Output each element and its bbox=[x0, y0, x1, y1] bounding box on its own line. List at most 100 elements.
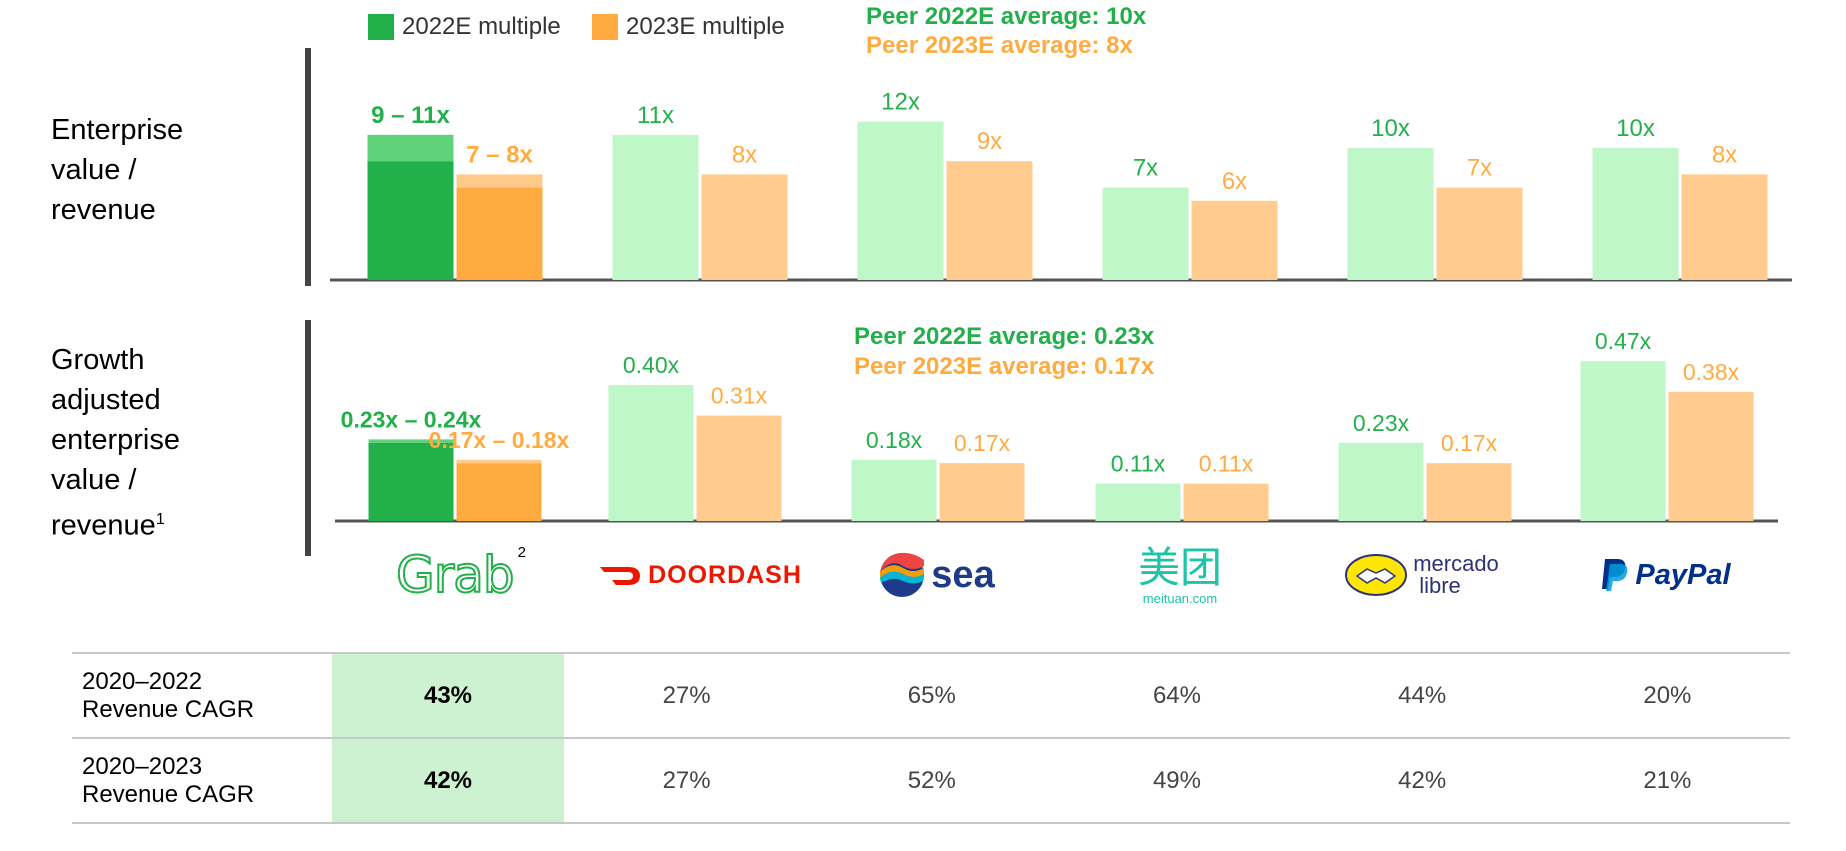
mercadolibre-text-2: libre bbox=[1419, 573, 1461, 598]
ga-bar-doordash-2022 bbox=[608, 385, 694, 521]
ga-bar-meituan-2022-label: 0.11x bbox=[1111, 451, 1166, 477]
ev-peer-avg-2022: Peer 2022E average: 10x bbox=[866, 3, 1147, 30]
sea-logo-text: sea bbox=[931, 553, 995, 596]
ev-bar-meituan-2023 bbox=[1191, 200, 1278, 280]
ga-bar-doordash-2023 bbox=[696, 415, 782, 521]
mercadolibre-logo: mercado libre bbox=[1332, 540, 1512, 610]
table-cell-meituan: 64% bbox=[1054, 652, 1300, 738]
ev-bar-sea-2023-label: 9x bbox=[977, 128, 1002, 155]
ev-bar-meituan-2023-label: 6x bbox=[1222, 168, 1247, 195]
ga-bar-grab-2022-label: 0.23x – 0.24x bbox=[341, 406, 482, 432]
table-cell-sea: 52% bbox=[809, 737, 1055, 824]
table-cell-sea: 65% bbox=[809, 652, 1055, 738]
ev-peer-avg-2023: Peer 2023E average: 8x bbox=[866, 32, 1133, 59]
ev-bar-grab-2022-range bbox=[367, 134, 454, 162]
ga-label-text: revenue bbox=[51, 509, 156, 542]
table-row: 2020–2022 Revenue CAGR 43% 27% 65% 64% 44… bbox=[72, 652, 1790, 738]
ga-label-line: value / bbox=[51, 464, 137, 496]
sea-logo: sea bbox=[872, 540, 1002, 610]
paypal-logo-text: PayPal bbox=[1635, 558, 1731, 591]
ev-bar-mercado-libre-2022 bbox=[1347, 148, 1434, 280]
ev-bar-doordash-2023 bbox=[701, 174, 788, 280]
mercadolibre-text-1: mercado bbox=[1413, 551, 1499, 576]
doordash-logo-text: DOORDASH bbox=[648, 560, 802, 589]
meituan-logo: 美团 meituan.com bbox=[1120, 540, 1240, 610]
ev-bar-paypal-2022-label: 10x bbox=[1616, 115, 1655, 142]
ga-bar-meituan-2022 bbox=[1095, 483, 1181, 521]
legend-swatch-2023 bbox=[592, 14, 618, 40]
table-cell-paypal: 20% bbox=[1544, 652, 1790, 738]
ev-bars: 9 – 11x 7 – 8x 11x 8x 12x 9x 7x 6x 10x 7x 10x 8x bbox=[367, 89, 1768, 280]
ev-bar-paypal-2023-label: 8x bbox=[1712, 141, 1737, 168]
ga-bar-sea-2023-label: 0.17x bbox=[954, 430, 1011, 456]
ga-label-line: adjusted bbox=[51, 384, 161, 416]
grab-logo: Grab 2 bbox=[376, 540, 546, 610]
footnote-marker: 1 bbox=[155, 511, 165, 528]
doordash-icon bbox=[600, 567, 641, 585]
grab-logo-text: Grab bbox=[395, 545, 516, 605]
ga-bar-sea-2022-label: 0.18x bbox=[866, 427, 923, 453]
ga-bar-grab-2022-range bbox=[368, 439, 454, 443]
ev-bar-grab-2023-label: 7 – 8x bbox=[466, 141, 533, 168]
sea-icon bbox=[880, 552, 925, 597]
table-cell-doordash: 27% bbox=[564, 652, 810, 738]
ev-bar-doordash-2022 bbox=[612, 134, 699, 280]
ev-bar-grab-2022 bbox=[367, 161, 454, 280]
row-label-line: 2020–2023 bbox=[82, 752, 203, 780]
ev-label-line: revenue bbox=[51, 194, 156, 226]
ev-bar-doordash-2023-label: 8x bbox=[732, 141, 757, 168]
ga-label-line: enterprise bbox=[51, 424, 180, 456]
ga-bar-grab-2023-range bbox=[456, 459, 542, 464]
ev-bar-mercado-libre-2023-label: 7x bbox=[1467, 155, 1492, 182]
ev-label-line: value / bbox=[51, 154, 137, 186]
cagr-table: 2020–2022 Revenue CAGR 43% 27% 65% 64% 44… bbox=[72, 652, 1790, 824]
ga-bar-paypal-2023-label: 0.38x bbox=[1683, 359, 1740, 385]
ga-bar-paypal-2022-label: 0.47x bbox=[1595, 328, 1652, 354]
ga-bar-mercado-libre-2023-label: 0.17x bbox=[1441, 430, 1498, 456]
ga-bar-grab-2022 bbox=[368, 442, 454, 521]
table-row: 2020–2023 Revenue CAGR 42% 27% 52% 49% 42… bbox=[72, 737, 1790, 824]
ev-bar-grab-2023-range bbox=[456, 174, 543, 188]
ga-bar-doordash-2023-label: 0.31x bbox=[711, 383, 768, 409]
ev-bar-paypal-2023 bbox=[1681, 174, 1768, 280]
ga-bar-meituan-2023-label: 0.11x bbox=[1199, 451, 1254, 477]
ga-bar-mercado-libre-2022-label: 0.23x bbox=[1353, 410, 1410, 436]
table-cell-paypal: 21% bbox=[1544, 737, 1790, 824]
row-label-line: 2020–2022 bbox=[82, 667, 203, 695]
ga-bar-mercado-libre-2023 bbox=[1426, 463, 1512, 521]
ev-bar-doordash-2022-label: 11x bbox=[637, 102, 674, 129]
ga-bar-mercado-libre-2022 bbox=[1338, 442, 1424, 521]
table-cell-doordash: 27% bbox=[564, 737, 810, 824]
ga-row-label: Growth adjusted enterprise value / reven… bbox=[51, 340, 180, 546]
ga-bar-grab-2023 bbox=[456, 463, 542, 521]
row-label-line: Revenue CAGR bbox=[82, 695, 255, 723]
meituan-url: meituan.com bbox=[1142, 590, 1218, 606]
ev-bar-meituan-2022 bbox=[1102, 187, 1189, 280]
row-label-line: Revenue CAGR bbox=[82, 780, 255, 808]
meituan-logo-text: 美团 bbox=[1137, 542, 1222, 592]
mercadolibre-wordmark: mercado libre bbox=[1413, 553, 1499, 597]
ga-bar-doordash-2022-label: 0.40x bbox=[623, 352, 680, 378]
ev-bar-meituan-2022-label: 7x bbox=[1133, 155, 1158, 182]
ev-bar-mercado-libre-2023 bbox=[1436, 187, 1523, 280]
doordash-logo: DOORDASH bbox=[585, 540, 815, 610]
handshake-icon bbox=[1345, 554, 1408, 596]
ev-label-line: Enterprise bbox=[51, 114, 184, 146]
ev-bar-sea-2023 bbox=[946, 161, 1033, 280]
ga-peer-avg-2022: Peer 2022E average: 0.23x bbox=[854, 323, 1155, 350]
grab-footnote-marker: 2 bbox=[517, 544, 527, 561]
legend-2022: 2022E multiple bbox=[368, 12, 561, 42]
ev-row-label: Enterprise value / revenue bbox=[51, 110, 183, 230]
table-cell-grab: 43% bbox=[332, 652, 564, 738]
ga-label-line: Growth bbox=[51, 344, 145, 376]
ev-bar-sea-2022 bbox=[857, 121, 944, 280]
ga-bar-sea-2022 bbox=[851, 459, 937, 521]
table-cell-grab: 42% bbox=[332, 737, 564, 824]
legend-2023: 2023E multiple bbox=[592, 12, 785, 42]
paypal-icon bbox=[1602, 559, 1628, 591]
table-cell-meituan: 49% bbox=[1054, 737, 1300, 824]
ga-peer-avg-2023: Peer 2023E average: 0.17x bbox=[854, 353, 1155, 380]
ev-bar-grab-2023 bbox=[456, 187, 543, 280]
